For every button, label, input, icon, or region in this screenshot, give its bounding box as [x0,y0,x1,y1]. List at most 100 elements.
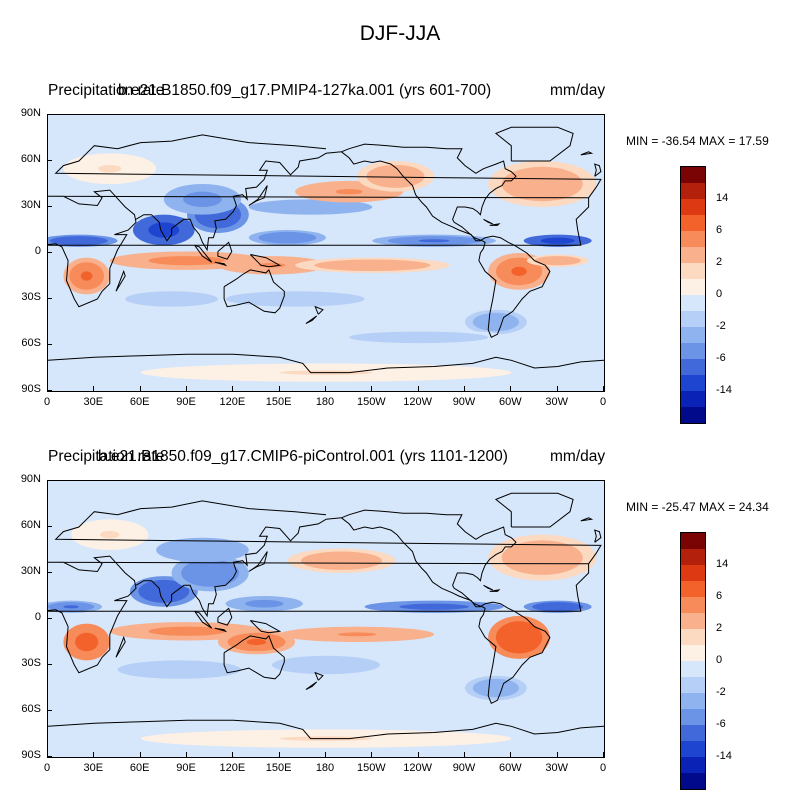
precip-anomaly-region [488,161,597,207]
precip-contour [335,188,363,195]
precip-contour [295,205,326,209]
colorbar-label: 6 [716,224,723,236]
y-tick-label: 30N [20,565,41,577]
x-tick [510,386,512,391]
precip-contour [98,164,122,173]
precip-contour [80,271,93,281]
precip-contour [312,662,340,668]
x-tick [417,752,419,757]
coastline [248,185,268,206]
colorbar-swatch [681,677,705,693]
colorbar-swatch [681,407,705,423]
x-tick [556,386,558,391]
colorbar-label: 0 [716,654,723,666]
colorbar-label: -6 [716,352,726,364]
panel-units: mm/day [550,448,606,465]
x-tick-label: 120W [403,762,433,774]
x-tick-label: 120E [219,762,246,774]
x-tick [556,752,558,757]
colorbar-swatch [681,565,705,581]
y-tick [47,480,52,481]
colorbar-label: -2 [716,686,726,698]
colorbar-swatch [681,693,705,709]
coastline [214,261,228,267]
precip-contour [69,239,89,243]
colorbar-swatch [681,629,705,645]
panel-bottom: Precipitation rate b.e21.B1850.f09_g17.C… [0,448,800,790]
x-tick-label: 150W [356,762,386,774]
coastline [249,254,282,268]
colorbar-swatch [681,279,705,295]
y-tick [47,756,52,757]
precip-anomaly-region [372,234,496,247]
y-tick-label: 30S [21,657,41,669]
precip-contour [353,263,392,268]
coastline [223,269,285,314]
y-tick-label: 30N [20,199,41,211]
coastline [593,163,602,177]
x-tick [464,386,465,391]
precip-contour [395,335,442,340]
y-tick-label: 60N [20,519,41,531]
coastline [580,517,594,522]
y-tick-label: 0 [34,245,41,257]
y-tick-label: 60N [20,153,41,165]
x-tick [232,386,234,391]
y-tick-label: 30S [21,291,41,303]
precip-anomaly-region [48,600,103,613]
precip-anomaly-region [465,675,527,701]
colorbar-swatch [681,533,705,549]
min-max-stats: MIN = -36.54 MAX = 17.59 [626,134,769,148]
precip-anomaly-region [465,309,527,335]
coastline [194,610,213,629]
y-tick [47,160,52,161]
precip-contour [167,258,207,263]
precip-anomaly-region [63,623,110,661]
precip-contour [337,632,377,637]
x-tick [139,752,141,757]
coastline [325,143,551,338]
x-tick [371,752,373,757]
coastline [54,134,602,199]
x-tick-label: 60E [129,762,150,774]
colorbar-swatch [681,773,705,789]
panel-units: mm/day [550,82,606,99]
colorbar-swatch [681,597,705,613]
colorbar-swatch [681,581,705,597]
coastline [249,620,282,634]
x-tick [325,386,326,391]
colorbar-label: -6 [716,718,726,730]
coastline [115,635,126,658]
coastline [489,589,501,592]
precip-contour [277,235,298,240]
x-tick [139,386,141,391]
x-tick-label: 60W [499,762,522,774]
colorbar-swatch [681,183,705,199]
coastline [217,241,233,260]
x-tick [47,386,48,391]
coastline [580,151,594,156]
precip-anomaly-region [523,234,592,247]
x-tick [464,752,465,757]
x-tick-label: 150E [265,762,292,774]
colorbar-swatch [681,741,705,757]
y-tick [47,298,52,299]
y-tick-label: 0 [34,611,41,623]
precip-contour [159,297,184,301]
precip-contour [488,684,504,692]
precip-anomaly-region [225,596,303,612]
colorbar-swatch [681,661,705,677]
precip-anomaly-region [225,291,365,307]
colorbar-swatch [681,231,705,247]
y-tick-label: 60S [21,337,41,349]
precip-contour [277,297,313,301]
panel-case-title: b.e21.B1850.f09_g17.PMIP4-127ka.001 (yrs… [118,82,492,99]
precip-contour [156,226,172,234]
x-tick-label: 180 [315,762,335,774]
x-tick-label: 0 [599,396,607,408]
y-tick [47,390,52,391]
precip-contour [549,239,567,243]
precip-anomaly-region [71,519,149,550]
precip-contour [418,239,450,243]
precip-anomaly-region [488,615,550,659]
